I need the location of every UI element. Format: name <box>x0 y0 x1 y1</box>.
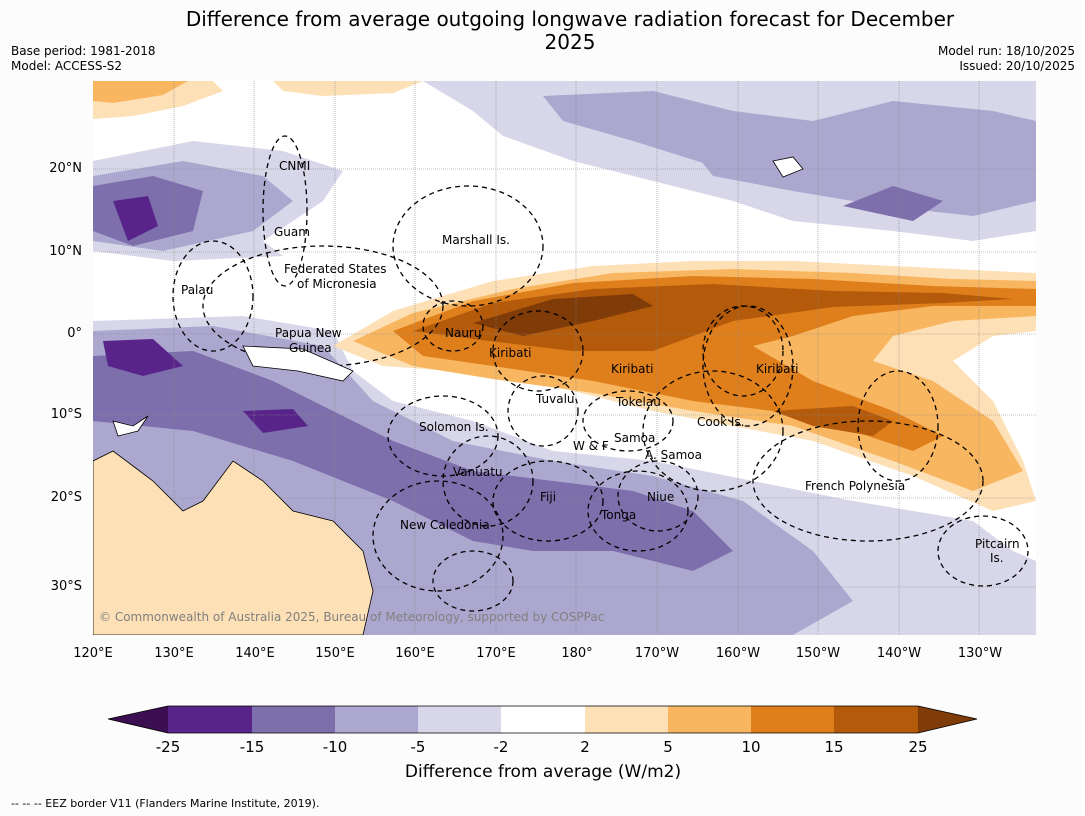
place-label: Papua New <box>275 326 342 340</box>
place-label: CNMI <box>279 159 311 173</box>
colorbar-swatch <box>668 706 751 733</box>
place-label: Tonga <box>601 508 637 522</box>
place-label: Niue <box>647 490 675 504</box>
place-label: Vanuatu <box>453 465 503 479</box>
x-tick: 120°E <box>73 646 113 661</box>
place-label: New Caledonia <box>400 518 490 532</box>
x-tick: 160°E <box>395 646 435 661</box>
issued-date: Issued: 20/10/2025 <box>959 59 1075 73</box>
meta-left: Base period: 1981-2018 Model: ACCESS-S2 <box>11 44 156 74</box>
chart-title: Difference from average outgoing longwav… <box>185 7 955 54</box>
colorbar-swatch <box>501 706 585 733</box>
y-tick: 20°N <box>49 161 82 176</box>
x-tick: 130°E <box>154 646 194 661</box>
y-tick: 10°S <box>50 407 82 422</box>
base-period: Base period: 1981-2018 <box>11 44 156 58</box>
place-label: Samoa <box>614 431 656 445</box>
place-label: Nauru <box>445 326 482 340</box>
colorbar <box>108 705 978 734</box>
colorbar-extend-low <box>108 706 168 733</box>
place-label: Palau <box>181 283 214 297</box>
colorbar-tick: 25 <box>908 738 928 756</box>
colorbar-tick: -10 <box>322 738 348 756</box>
y-tick: 10°N <box>49 244 82 259</box>
y-tick: 0° <box>67 326 82 341</box>
model-name: Model: ACCESS-S2 <box>11 59 123 73</box>
model-run: Model run: 18/10/2025 <box>937 44 1075 58</box>
x-tick: 130°W <box>957 646 1003 661</box>
colorbar-swatch <box>751 706 834 733</box>
place-label: A. Samoa <box>645 448 702 462</box>
place-label: Cook Is. <box>697 415 745 429</box>
place-label: Fiji <box>540 490 557 504</box>
place-label: Kiribati <box>611 362 654 376</box>
place-label: Kiribati <box>756 362 799 376</box>
colorbar-tick: -25 <box>155 738 181 756</box>
place-label: Guam <box>274 225 310 239</box>
colorbar-swatch <box>834 706 918 733</box>
y-tick: 30°S <box>50 579 82 594</box>
x-tick: 170°E <box>476 646 516 661</box>
colorbar-tick: 5 <box>663 738 673 756</box>
x-tick: 140°E <box>235 646 275 661</box>
x-tick: 160°W <box>715 646 761 661</box>
place-label: French Polynesia <box>805 479 906 493</box>
meta-right: Model run: 18/10/2025 Issued: 20/10/2025 <box>938 44 1075 74</box>
place-label: Federated States <box>284 262 387 276</box>
colorbar-tick: -2 <box>493 738 509 756</box>
y-tick: 20°S <box>50 490 82 505</box>
colorbar-tick: 2 <box>580 738 590 756</box>
colorbar-extend-high <box>918 706 977 733</box>
x-tick: 150°E <box>315 646 355 661</box>
colorbar-swatch <box>168 706 252 733</box>
colorbar-tick: 15 <box>824 738 844 756</box>
colorbar-swatch <box>585 706 668 733</box>
place-label: Tuvalu <box>536 392 575 406</box>
x-tick: 180° <box>561 646 593 661</box>
anomaly-map <box>93 81 1036 635</box>
place-label: Guinea <box>289 341 332 355</box>
colorbar-tick: -15 <box>239 738 265 756</box>
place-label: Pitcairn <box>975 537 1020 551</box>
x-tick: 170°W <box>634 646 680 661</box>
colorbar-tick: -5 <box>410 738 426 756</box>
colorbar-swatch <box>252 706 335 733</box>
place-label: Kiribati <box>489 346 532 360</box>
place-label: Solomon Is. <box>419 420 489 434</box>
place-label: Marshall Is. <box>442 233 510 247</box>
colorbar-swatch <box>418 706 501 733</box>
colorbar-label: Difference from average (W/m2) <box>404 762 682 782</box>
x-tick: 140°W <box>876 646 922 661</box>
x-tick: 150°W <box>795 646 841 661</box>
place-label: Tokelau <box>616 395 661 409</box>
eez-footnote: -- -- -- EEZ border V11 (Flanders Marine… <box>11 797 320 810</box>
place-label: W & F <box>573 439 609 453</box>
place-label: Is. <box>990 551 1004 565</box>
colorbar-tick: 10 <box>741 738 761 756</box>
place-label: of Micronesia <box>297 277 377 291</box>
copyright-notice: © Commonwealth of Australia 2025, Bureau… <box>99 610 605 624</box>
colorbar-swatch <box>335 706 418 733</box>
